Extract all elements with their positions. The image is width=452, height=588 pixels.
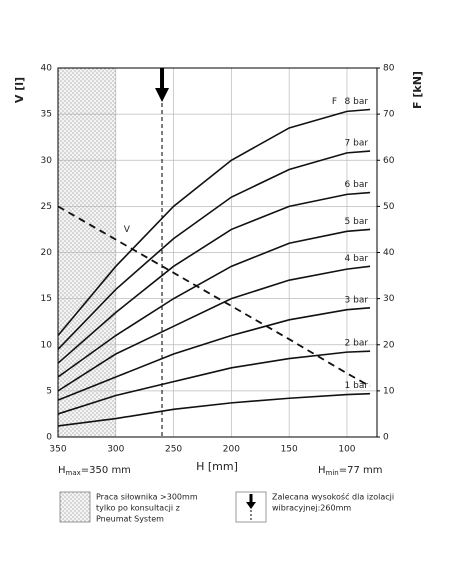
legend-arrow-head (246, 502, 256, 509)
x-tick-label: 350 (49, 445, 66, 455)
y2-tick-label: 0 (383, 433, 389, 443)
series-label: 5 bar (345, 217, 369, 227)
series-line (57, 350, 371, 415)
y-tick-label: 30 (41, 156, 53, 166)
series-label: 4 bar (345, 254, 369, 264)
y-tick-label: 5 (46, 386, 52, 396)
y2-tick-label: 20 (383, 340, 395, 350)
series-line (57, 228, 371, 378)
y-tick-label: 35 (41, 110, 52, 120)
y-tick-label: 15 (41, 294, 52, 304)
series-line (57, 392, 371, 427)
y-tick-label: 10 (41, 340, 53, 350)
h-min: Hmin=77 mm (318, 465, 383, 477)
recommended-arrow-head (155, 88, 170, 102)
series-label: V (124, 225, 131, 235)
plot-frame (57, 67, 378, 438)
y2-tick-label: 50 (383, 202, 395, 212)
legend-note: Pneumat System (96, 515, 164, 524)
x-tick-label: 150 (281, 445, 298, 455)
legend-note: wibracyjnej:260mm (272, 504, 351, 513)
series-line (57, 265, 371, 392)
y2-tick-label: 10 (383, 386, 395, 396)
x-tick-label: 250 (165, 445, 182, 455)
y2-tick-label: 30 (383, 294, 395, 304)
series-label: 8 bar (345, 97, 369, 107)
series-label: 2 bar (345, 339, 369, 349)
f-marker: F (332, 97, 337, 107)
legend-hatch-box (59, 491, 91, 523)
x-axis-label: H [mm] (196, 460, 238, 473)
y2-tick-label: 70 (383, 110, 395, 120)
series-line (57, 191, 371, 364)
x-tick-label: 200 (223, 445, 240, 455)
y2-tick-label: 40 (383, 248, 395, 258)
series-label: 6 bar (345, 180, 369, 190)
y-tick-label: 40 (41, 64, 53, 74)
legend-note: Zalecana wysokość dla izolacji (272, 492, 394, 502)
series-line (57, 307, 371, 401)
series-line (57, 108, 371, 337)
legend-note: tylko po konsultacji z (96, 504, 180, 513)
y-tick-label: 20 (41, 248, 53, 258)
y-tick-label: 0 (46, 433, 52, 443)
series-label: 1 bar (345, 381, 369, 391)
series-label: 7 bar (345, 139, 369, 149)
y2-axis-label: F [kN] (411, 71, 424, 109)
x-tick-label: 300 (107, 445, 124, 455)
y-tick-label: 25 (41, 202, 52, 212)
y-axis-label: V [l] (13, 77, 26, 103)
h-max: Hmax=350 mm (58, 465, 131, 477)
legend-note: Praca siłownika >300mm (96, 493, 198, 502)
y2-tick-label: 60 (383, 156, 395, 166)
series-line (57, 205, 371, 388)
y2-tick-label: 80 (383, 64, 395, 74)
series-line (57, 150, 371, 350)
series-label: 3 bar (345, 295, 369, 305)
x-tick-label: 100 (338, 445, 355, 455)
